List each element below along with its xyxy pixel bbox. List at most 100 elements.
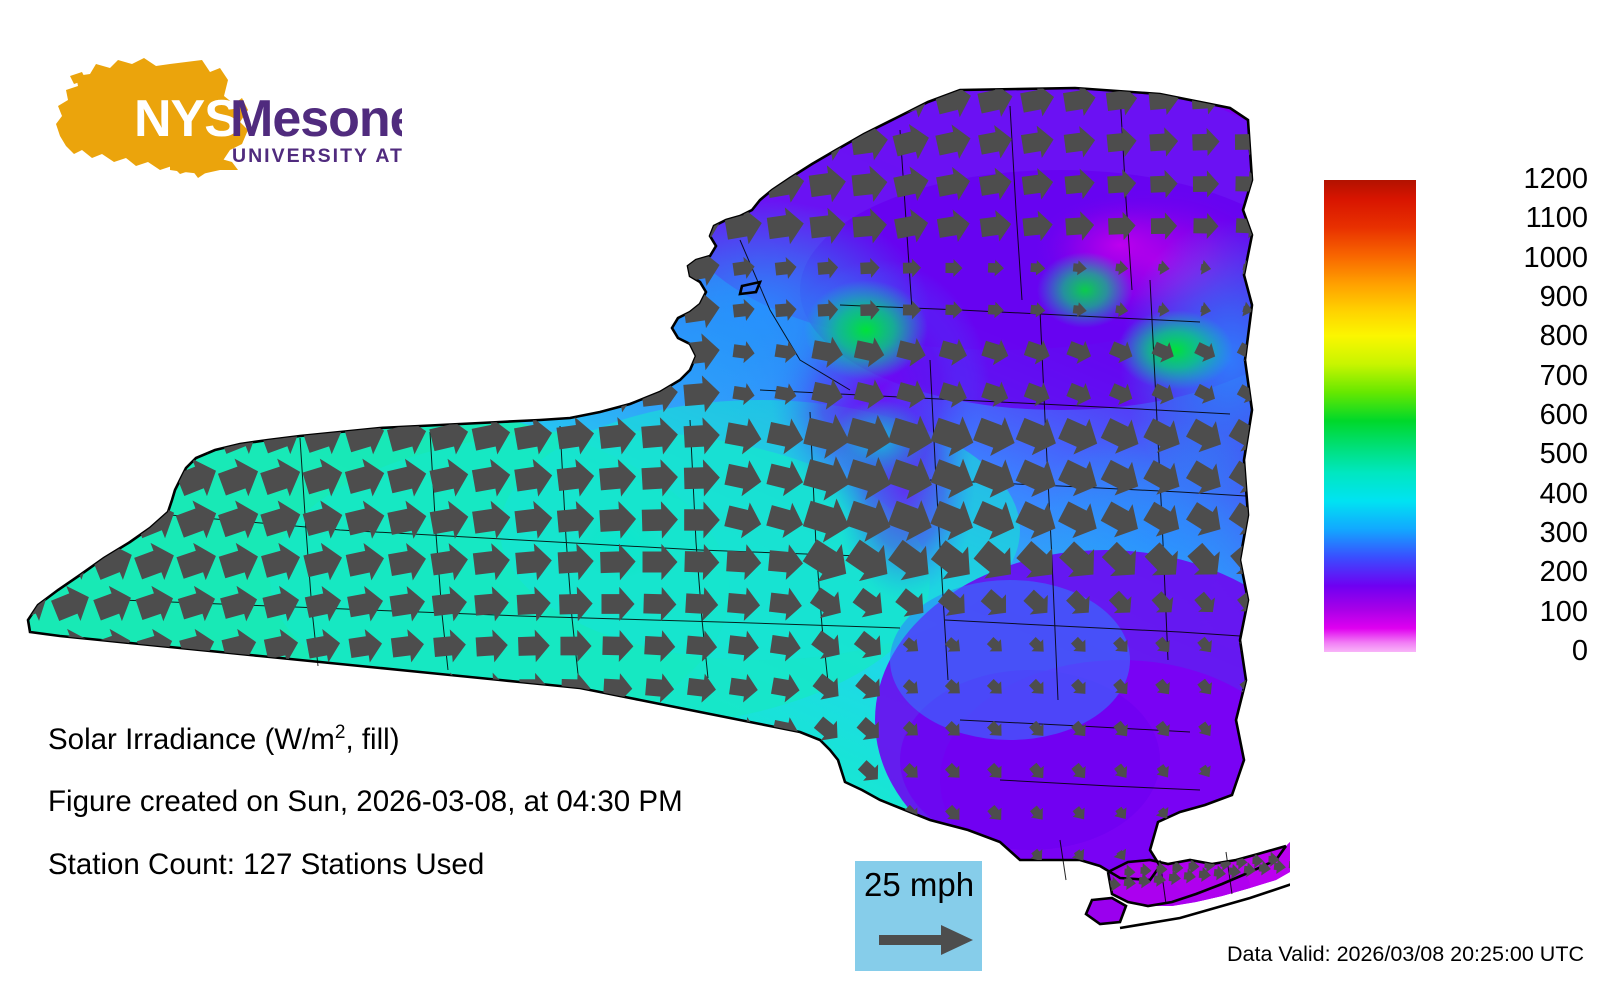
wind-arrow	[945, 301, 963, 319]
wind-arrow	[347, 586, 384, 622]
wind-arrow	[1015, 459, 1056, 498]
wind-arrow	[514, 458, 553, 497]
wind-arrow	[802, 539, 847, 582]
wind-arrow	[1281, 764, 1290, 780]
wind-arrow	[1144, 542, 1178, 576]
wind-arrow	[1151, 383, 1174, 405]
wind-arrow	[218, 500, 259, 539]
wind-arrow	[57, 757, 86, 787]
wind-arrow	[1239, 806, 1252, 819]
wind-arrow	[1020, 125, 1054, 159]
wind-arrow	[1065, 211, 1095, 241]
wind-arrow	[981, 339, 1009, 366]
wind-arrow	[104, 929, 125, 940]
wind-arrow	[20, 930, 40, 940]
wind-arrow	[135, 585, 174, 622]
wind-arrow	[48, 417, 90, 456]
wind-arrow	[385, 164, 426, 203]
wind-arrow	[1029, 720, 1044, 736]
wind-arrow	[55, 671, 88, 705]
wind-arrow	[383, 88, 427, 121]
wind-arrow	[28, 250, 46, 290]
wind-arrow	[91, 458, 132, 498]
wind-arrow	[131, 123, 173, 165]
wind-arrow	[724, 207, 762, 245]
wind-arrow	[217, 291, 258, 329]
wind-arrow	[774, 341, 797, 363]
wind-arrow	[174, 165, 215, 206]
wind-arrow	[1268, 540, 1290, 585]
wind-arrow	[174, 207, 215, 247]
wind-arrow	[344, 291, 384, 328]
wind-arrow	[1157, 260, 1170, 275]
wind-arrow	[182, 671, 214, 705]
wind-arrow	[774, 256, 797, 279]
colorbar-gradient	[1324, 180, 1416, 652]
wind-arrow	[1283, 301, 1290, 318]
wind-arrow	[1235, 213, 1252, 239]
wind-arrow	[514, 500, 553, 539]
wind-arrow	[259, 249, 300, 287]
wind-arrow	[859, 803, 878, 822]
wind-arrow	[479, 759, 505, 786]
wind-arrow	[987, 762, 1002, 778]
wind-arrow	[601, 586, 635, 622]
wind-arrow	[354, 886, 378, 910]
wind-arrow	[1023, 340, 1050, 365]
wind-arrow	[175, 333, 216, 372]
wind-arrow	[93, 585, 131, 622]
wind-arrow	[809, 207, 846, 244]
wind-arrow	[855, 673, 880, 699]
wind-arrow	[811, 336, 843, 368]
wind-arrow	[1197, 678, 1213, 695]
wind-arrow	[61, 886, 83, 909]
wind-arrow	[1058, 418, 1098, 455]
wind-arrow	[435, 715, 464, 745]
wind-arrow	[48, 458, 90, 498]
wind-arrow	[386, 249, 426, 286]
wind-arrow	[598, 333, 636, 371]
wind-arrow	[1015, 501, 1056, 539]
wind-arrow	[775, 846, 796, 866]
wind-arrow	[1267, 497, 1290, 543]
wind-arrow	[936, 167, 971, 201]
wind-arrow	[97, 671, 130, 705]
wind-arrow	[1151, 341, 1174, 363]
wind-arrow	[1155, 932, 1173, 940]
wind-arrow	[260, 500, 301, 539]
wind-arrow	[429, 416, 469, 455]
wind-arrow	[1029, 762, 1044, 779]
wind-arrow	[1113, 720, 1128, 737]
wind-arrow	[28, 671, 47, 705]
wind-arrow	[218, 542, 258, 581]
wind-arrow	[1022, 210, 1053, 242]
wind-arrow	[1140, 862, 1152, 878]
wind-arrow	[259, 207, 300, 246]
wind-arrow	[682, 249, 720, 287]
wind-arrow	[348, 629, 383, 663]
wind-arrow	[690, 803, 713, 826]
wind-arrow	[1071, 890, 1089, 907]
wind-arrow	[1235, 171, 1252, 197]
wind-arrow	[1187, 542, 1220, 575]
wind-arrow	[1168, 870, 1181, 886]
wind-arrow	[687, 673, 716, 703]
variable-title-exponent: 2	[334, 722, 346, 743]
wind-arrow	[302, 333, 342, 370]
wind-arrow	[605, 759, 631, 785]
wind-arrow	[1197, 806, 1211, 819]
wind-arrow	[427, 164, 468, 203]
wind-arrow	[645, 673, 675, 703]
wind-arrow	[803, 456, 850, 501]
wind-arrow	[640, 249, 678, 287]
wind-arrow	[1072, 260, 1087, 276]
wind-arrow	[770, 674, 800, 703]
wind-arrow	[217, 375, 258, 413]
wind-arrow	[385, 207, 426, 245]
wind-arrow	[562, 716, 590, 744]
wind-arrow	[683, 417, 720, 455]
wind-arrow	[930, 540, 970, 580]
wind-arrow	[91, 542, 132, 580]
wind-arrow	[1277, 381, 1290, 406]
wind-arrow	[259, 374, 300, 412]
